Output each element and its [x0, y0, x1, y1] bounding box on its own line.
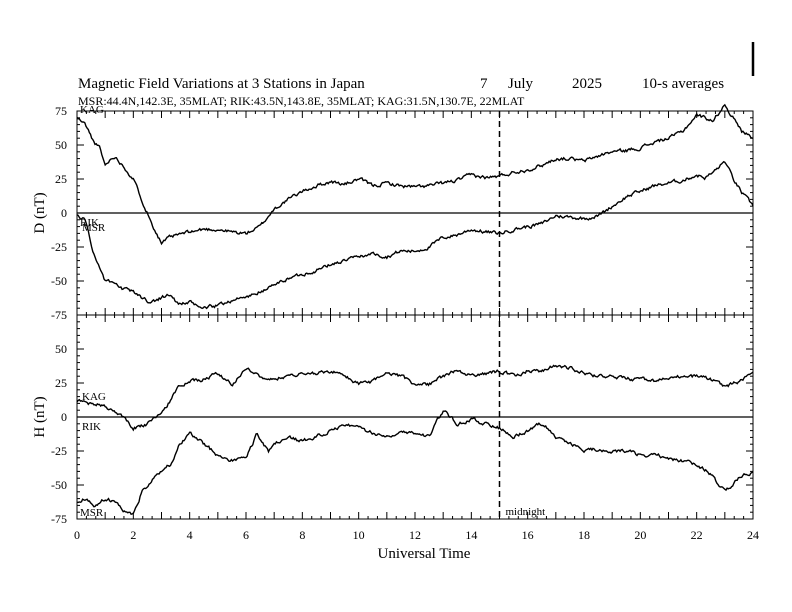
y-tick-label: 0 [61, 410, 67, 424]
series-d-rik [76, 160, 754, 310]
x-tick-label: 18 [578, 528, 590, 542]
panel-h-ylabel: H (nT) [32, 396, 48, 437]
midnight-label: midnight [506, 506, 546, 518]
y-tick-label: -25 [51, 444, 67, 458]
x-tick-label: 14 [465, 528, 477, 542]
station-label-h-kag: KAG [82, 391, 106, 403]
y-tick-label: -50 [51, 478, 67, 492]
chart-title-day: 7 [480, 76, 488, 92]
x-tick-labels: 0 2 4 6 8 10 12 14 16 18 20 22 24 [74, 528, 759, 542]
x-tick-label: 6 [243, 528, 249, 542]
y-tick-label: 0 [61, 206, 67, 220]
chart-title: Magnetic Field Variations at 3 Stations … [78, 76, 365, 92]
y-tick-label: 50 [55, 342, 67, 356]
x-tick-label: 22 [691, 528, 703, 542]
series-h-kag [76, 364, 754, 432]
x-tick-label: 10 [353, 528, 365, 542]
chart-title-averaging: 10-s averages [642, 76, 724, 92]
y-tick-label: 25 [55, 172, 67, 186]
x-tick-label: 16 [522, 528, 534, 542]
station-label-h-rik: RIK [82, 421, 101, 433]
chart-title-month: July [508, 76, 534, 92]
y-tick-label: 75 [55, 104, 67, 118]
y-tick-label: -75 [51, 512, 67, 526]
x-axis-label: Universal Time [378, 546, 471, 562]
x-tick-label: 0 [74, 528, 80, 542]
chart-title-year: 2025 [572, 76, 602, 92]
x-tick-label: 12 [409, 528, 421, 542]
x-tick-label: 20 [634, 528, 646, 542]
station-label-d-msr: MSR [82, 222, 106, 234]
series-d-kag [76, 103, 754, 246]
y-tick-label: -25 [51, 240, 67, 254]
y-tick-label: 25 [55, 376, 67, 390]
axis-ticks [76, 110, 754, 520]
y-tick-label: 50 [55, 138, 67, 152]
y-tick-labels: 75 50 25 0 -25 -50 -75 50 25 0 -25 -50 -75 [51, 104, 67, 526]
x-tick-label: 24 [747, 528, 759, 542]
station-label-h-msr: MSR [80, 507, 104, 519]
station-label-d-rik: RIK [80, 217, 99, 229]
x-tick-label: 2 [130, 528, 136, 542]
panel-d-ylabel: D (nT) [32, 192, 48, 233]
series-h-msr [76, 410, 754, 515]
chart-subtitle: MSR:44.4N,142.3E, 35MLAT; RIK:43.5N,143.… [78, 94, 525, 108]
x-tick-label: 8 [299, 528, 305, 542]
x-tick-label: 4 [187, 528, 193, 542]
y-tick-label: -50 [51, 274, 67, 288]
y-tick-label: -75 [51, 308, 67, 322]
station-label-d-kag: KAG [80, 104, 104, 116]
